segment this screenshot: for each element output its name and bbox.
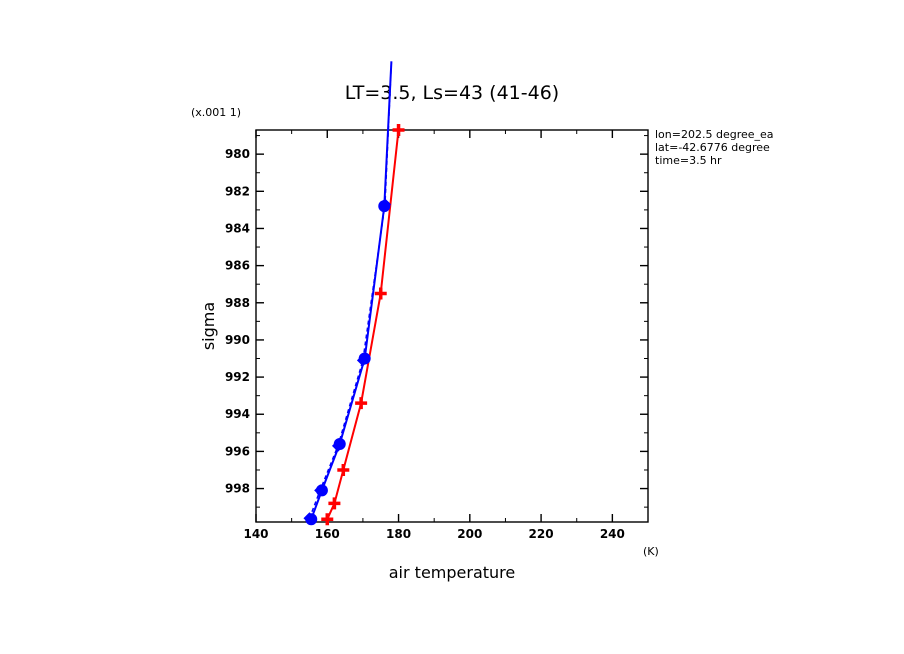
x-axis: 140 160 180 200 220 240 (243, 130, 625, 541)
x-unit-label: (K) (643, 545, 659, 558)
y-axis: 980 982 984 986 988 990 992 994 996 998 (225, 135, 648, 508)
y-tick-label: 992 (225, 370, 250, 384)
info-line: lat=-42.6776 degree (655, 141, 770, 154)
y-axis-label: sigma (199, 302, 218, 350)
y-tick-label: 980 (225, 147, 250, 161)
x-tick-label: 160 (315, 527, 340, 541)
data-point (314, 484, 327, 497)
x-tick-label: 180 (386, 527, 411, 541)
data-point (392, 124, 405, 136)
info-line: lon=202.5 degree_ea (655, 128, 774, 141)
y-tick-label: 998 (225, 482, 250, 496)
data-point (328, 497, 341, 510)
y-tick-label: 984 (225, 221, 250, 235)
x-tick-label: 240 (600, 527, 625, 541)
plot-frame (255, 129, 649, 523)
data-point (337, 463, 350, 476)
data-point (374, 287, 387, 300)
data-point (321, 513, 334, 526)
x-tick-label: 200 (457, 527, 482, 541)
y-tick-label: 988 (225, 296, 250, 310)
info-line: time=3.5 hr (655, 154, 722, 167)
x-axis-label: air temperature (389, 563, 515, 582)
series-line (326, 129, 400, 520)
x-tick-label: 140 (243, 527, 268, 541)
chart-title: LT=3.5, Ls=43 (41-46) (345, 82, 559, 104)
data-point (331, 439, 344, 452)
y-tick-label: 994 (225, 407, 250, 421)
y-tick-label: 996 (225, 444, 250, 458)
data-point (303, 512, 316, 525)
y-tick-label: 986 (225, 259, 250, 273)
y-tick-label: 990 (225, 333, 250, 347)
y-tick-label: 982 (225, 184, 250, 198)
y-scale-note: (x.001 1) (191, 106, 241, 119)
data-point (356, 354, 369, 367)
data-point (355, 397, 368, 410)
data-point (379, 198, 392, 211)
x-tick-label: 220 (529, 527, 554, 541)
series-layer (303, 61, 405, 526)
series-line (308, 61, 393, 519)
